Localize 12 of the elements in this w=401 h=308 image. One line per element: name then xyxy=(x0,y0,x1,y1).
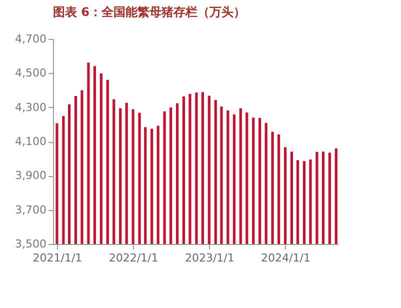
x-tick-label: 2023/1/1 xyxy=(184,252,234,264)
y-tick-label: 4,100 xyxy=(15,135,46,148)
y-tick-label: 4,300 xyxy=(15,100,46,114)
x-tick-label: 2021/1/1 xyxy=(32,252,82,264)
y-tick-label: 3,900 xyxy=(15,169,46,182)
y-tick-label: 3,500 xyxy=(15,238,46,250)
y-tick-label: 4,500 xyxy=(15,66,46,80)
y-tick-label: 3,700 xyxy=(15,203,46,216)
x-tick-label: 2022/1/1 xyxy=(108,252,158,264)
chart-title: 图表 6：全国能繁母猪存栏（万头） xyxy=(53,5,246,19)
y-tick-label: 4,700 xyxy=(15,32,46,46)
x-tick-label: 2024/1/1 xyxy=(261,252,310,264)
